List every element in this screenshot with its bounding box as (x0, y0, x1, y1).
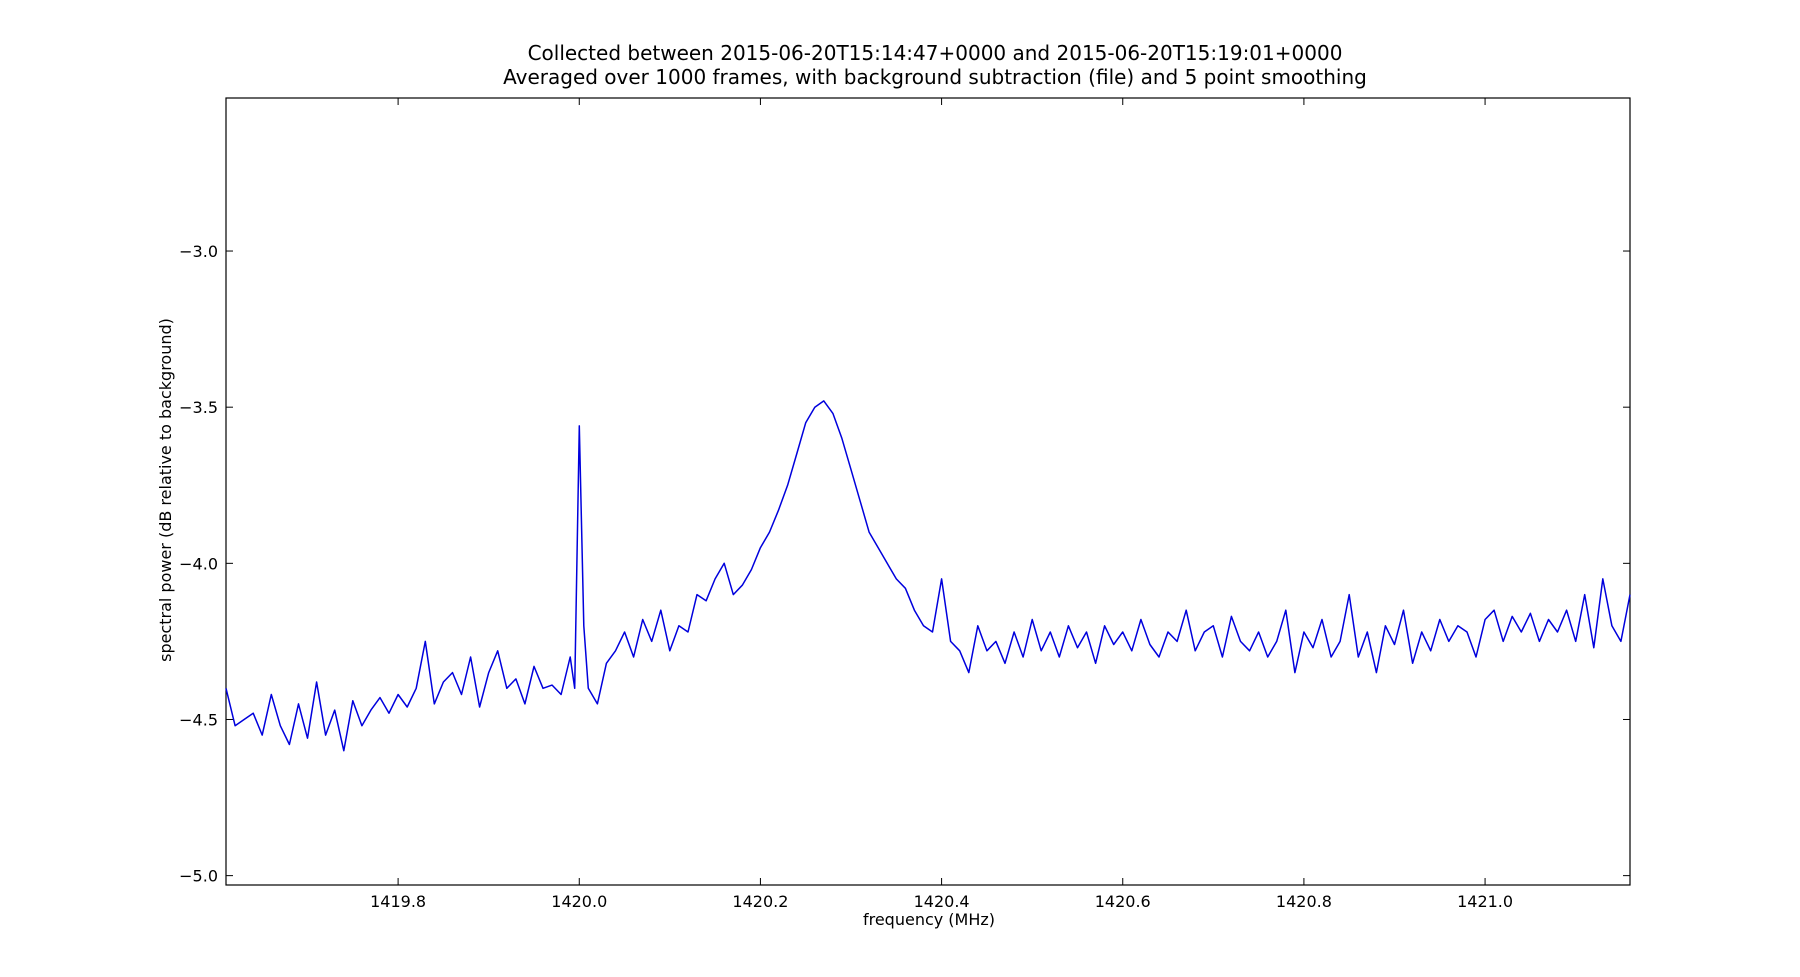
y-tick-label: −3.0 (179, 242, 218, 261)
y-tick-labels: −3.0 −3.5 −4.0 −4.5 −5.0 (179, 242, 218, 886)
y-tick-label: −3.5 (179, 398, 218, 417)
y-tick-label: −5.0 (179, 867, 218, 886)
chart-title: Collected between 2015-06-20T15:14:47+00… (528, 41, 1343, 65)
spectrum-line (225, 400, 1631, 752)
x-tick-label: 1420.0 (551, 892, 607, 911)
x-tick-label: 1420.4 (914, 892, 970, 911)
y-tick-label: −4.5 (179, 710, 218, 729)
chart-subtitle: Averaged over 1000 frames, with backgrou… (503, 65, 1367, 89)
plot-area (225, 97, 1631, 886)
x-axis-label: frequency (MHz) (863, 910, 995, 929)
x-tick-labels: 1419.8 1420.0 1420.2 1420.4 1420.6 1420.8 1421… (370, 892, 1513, 911)
x-tick-label: 1419.8 (370, 892, 426, 911)
y-axis-label: spectral power (dB relative to backgroun… (156, 318, 175, 662)
x-tick-label: 1420.6 (1095, 892, 1151, 911)
axis-ticks (226, 98, 1630, 885)
x-tick-label: 1420.8 (1276, 892, 1332, 911)
y-tick-label: −4.0 (179, 554, 218, 573)
x-tick-label: 1420.2 (732, 892, 788, 911)
x-tick-label: 1421.0 (1457, 892, 1513, 911)
